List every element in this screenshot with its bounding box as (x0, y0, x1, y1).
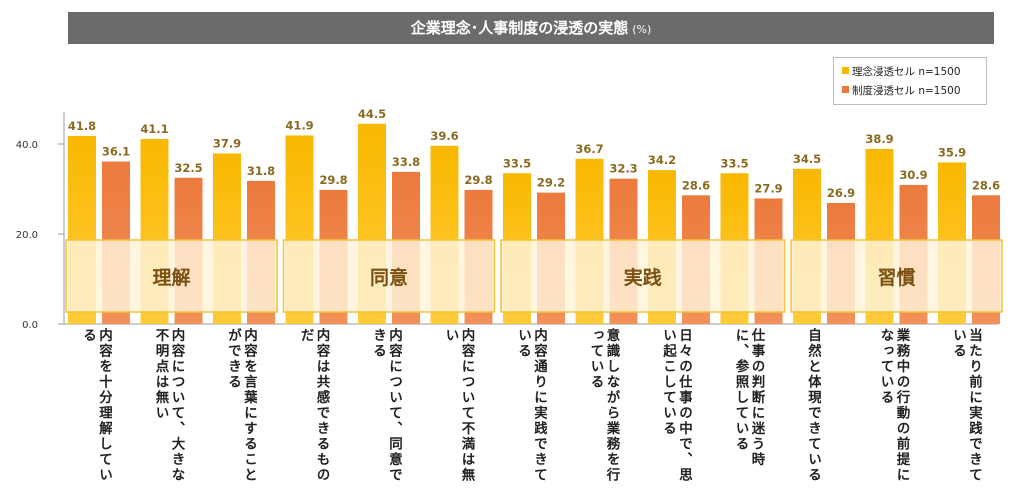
category-label-2: 内容を言葉にすることができる (225, 328, 257, 483)
legend-label-series1: 理念浸透セル n=1500 (852, 66, 961, 78)
category-label-12: 当たり前に実践できている (950, 328, 982, 483)
value-label-series2-10: 26.9 (827, 186, 855, 200)
group-box-3 (790, 239, 1003, 313)
value-label-series1-11: 38.9 (865, 132, 893, 146)
value-label-series1-10: 34.5 (793, 152, 821, 166)
category-label-0: 内容を十分理解している (80, 328, 112, 483)
chart-title: 企業理念･人事制度の浸透の実態 (%) (68, 12, 994, 44)
value-label-series2-11: 30.9 (899, 168, 927, 182)
value-label-series2-2: 31.8 (247, 164, 275, 178)
category-label-9: 仕事の判断に迷う時に、参照している (732, 328, 765, 468)
y-tick-label-0: 0.0 (22, 320, 38, 331)
value-label-series2-0: 36.1 (102, 145, 130, 159)
legend-item-series2: 制度浸透セル n=1500 (842, 83, 961, 99)
category-label-1: 内容について、大きな不明点は無い (152, 328, 185, 483)
legend: 理念浸透セル n=1500 制度浸透セル n=1500 (833, 57, 987, 105)
group-label-2: 実践 (624, 266, 662, 289)
group-box-0 (65, 239, 278, 313)
group-label-1: 同意 (370, 266, 408, 289)
chart-title-text: 企業理念･人事制度の浸透の実態 (410, 19, 629, 37)
value-label-series2-4: 33.8 (392, 155, 420, 169)
value-label-series1-8: 34.2 (648, 153, 676, 167)
legend-label-series2: 制度浸透セル n=1500 (852, 85, 961, 97)
group-box-2 (500, 239, 786, 313)
value-label-series2-12: 28.6 (972, 178, 1000, 192)
value-label-series2-3: 29.8 (319, 173, 347, 187)
value-label-series1-0: 41.8 (68, 119, 96, 133)
group-box-1 (282, 239, 496, 313)
category-label-7: 意識しながら業務を行っている (587, 328, 620, 483)
value-label-series1-4: 44.5 (358, 107, 386, 121)
value-label-series1-6: 33.5 (503, 156, 531, 170)
category-label-10: 自然と体現できている (805, 328, 821, 483)
value-label-series1-5: 39.6 (430, 129, 458, 143)
value-label-series1-2: 37.9 (213, 136, 241, 150)
category-label-6: 内容通りに実践できている (515, 328, 547, 483)
value-label-series2-5: 29.8 (464, 173, 492, 187)
value-label-series1-1: 41.1 (140, 122, 168, 136)
chart-title-unit: (%) (632, 23, 652, 36)
category-label-11: 業務中の行動の前提になっている (877, 328, 910, 483)
group-label-0: 理解 (152, 266, 190, 289)
value-label-series2-9: 27.9 (754, 181, 782, 195)
category-label-4: 内容について、同意できる (370, 328, 402, 483)
y-tick-label-2: 40.0 (16, 140, 38, 151)
value-label-series2-8: 28.6 (682, 178, 710, 192)
value-label-series2-7: 32.3 (609, 162, 637, 176)
y-tick-label-1: 20.0 (16, 230, 38, 241)
legend-item-series1: 理念浸透セル n=1500 (842, 64, 961, 80)
value-label-series1-7: 36.7 (575, 142, 603, 156)
group-label-3: 習慣 (877, 266, 915, 289)
legend-swatch-series2 (842, 86, 849, 93)
value-label-series1-3: 41.9 (285, 118, 313, 132)
value-label-series2-1: 32.5 (174, 161, 202, 175)
value-label-series1-9: 33.5 (720, 156, 748, 170)
category-label-8: 日々の仕事の中で、思い起こしている (660, 328, 692, 483)
category-label-3: 内容は共感できるものだ (297, 328, 330, 483)
category-label-5: 内容について不満は無い (442, 328, 475, 483)
legend-swatch-series1 (842, 67, 849, 74)
value-label-series2-6: 29.2 (537, 176, 565, 190)
value-label-series1-12: 35.9 (938, 145, 966, 159)
